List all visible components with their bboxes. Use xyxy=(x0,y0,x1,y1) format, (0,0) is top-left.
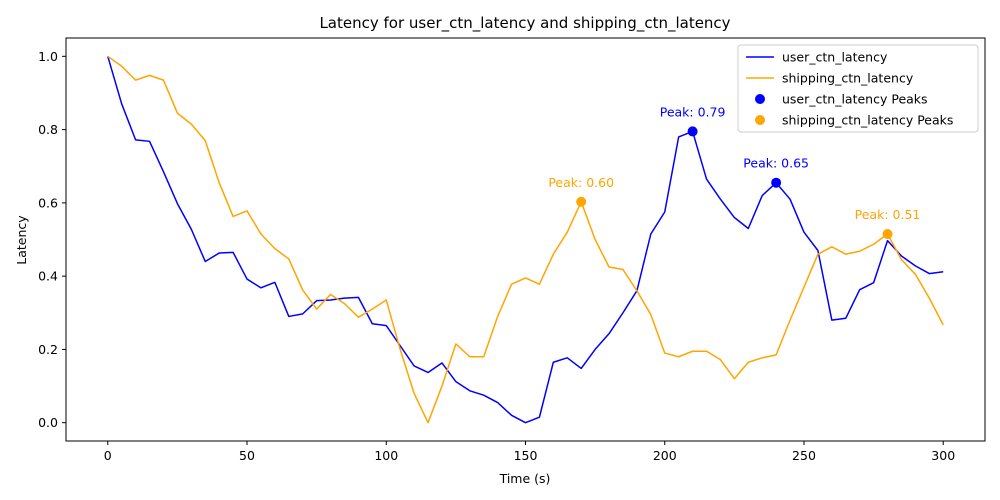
user_ctn_latency-line xyxy=(107,56,944,424)
peak-label: Peak: 0.51 xyxy=(855,207,921,222)
legend-dot-swatch xyxy=(755,115,765,125)
y-tick-label: 1.0 xyxy=(38,49,58,64)
peak-label: Peak: 0.79 xyxy=(660,104,726,119)
y-tick-label: 0.4 xyxy=(38,269,58,284)
legend-entry-label: user_ctn_latency xyxy=(782,50,888,65)
x-axis: 0 50 100 150 200 250 300 xyxy=(104,441,955,463)
legend-dot-swatch xyxy=(755,94,765,104)
y-tick-label: 0.0 xyxy=(38,415,58,430)
y-tick-label: 0.6 xyxy=(38,195,58,210)
shipping_ctn_latency-peak-marker xyxy=(576,196,587,207)
legend-box xyxy=(737,44,979,133)
y-axis-label: Latency xyxy=(14,215,29,265)
x-tick-label: 250 xyxy=(792,448,816,463)
x-axis-label: Time (s) xyxy=(499,471,551,486)
y-axis: 0.0 0.2 0.4 0.6 0.8 1.0 xyxy=(38,49,66,430)
shipping_ctn_latency-line xyxy=(107,55,944,424)
x-tick-label: 100 xyxy=(374,448,398,463)
peak-label: Peak: 0.60 xyxy=(548,175,614,190)
chart-title: Latency for user_ctn_latency and shippin… xyxy=(319,14,730,33)
peak-markers: Peak: 0.79 Peak: 0.65 Peak: 0.60 Peak: 0.51 xyxy=(548,104,921,240)
x-tick-label: 50 xyxy=(239,448,255,463)
legend-entry-label: shipping_ctn_latency Peaks xyxy=(782,113,953,128)
user_ctn_latency-peak-marker xyxy=(687,126,698,137)
legend: user_ctn_latency shipping_ctn_latencyuser… xyxy=(737,44,979,133)
legend-entry-label: shipping_ctn_latency xyxy=(782,71,914,86)
peak-label: Peak: 0.65 xyxy=(743,156,809,171)
series-lines xyxy=(107,55,944,424)
shipping_ctn_latency-peak-marker xyxy=(882,229,893,240)
x-tick-label: 300 xyxy=(931,448,955,463)
y-tick-label: 0.2 xyxy=(38,342,58,357)
x-tick-label: 200 xyxy=(653,448,677,463)
x-tick-label: 150 xyxy=(514,448,538,463)
legend-entry-label: user_ctn_latency Peaks xyxy=(782,92,928,107)
user_ctn_latency-peak-marker xyxy=(771,177,782,188)
y-tick-label: 0.8 xyxy=(38,122,58,137)
x-tick-label: 0 xyxy=(104,448,112,463)
